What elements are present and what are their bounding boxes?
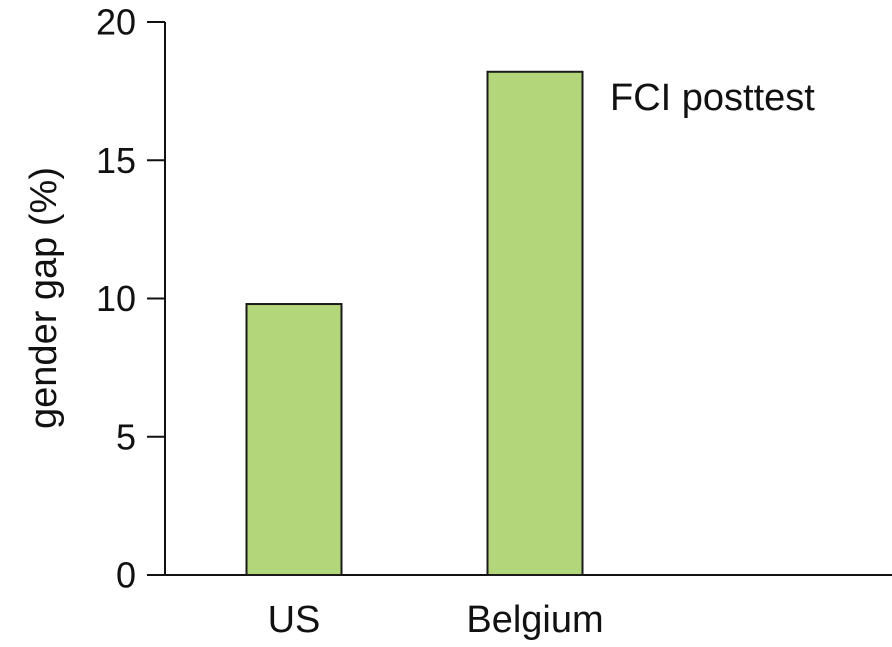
y-tick-label: 0	[116, 555, 136, 596]
bar-us	[245, 303, 343, 576]
y-ticks: 0 5 10 15 20	[96, 2, 165, 596]
y-tick-label: 10	[96, 278, 136, 319]
y-tick-label: 15	[96, 140, 136, 181]
bar-belgium	[486, 70, 584, 577]
y-tick-label: 20	[96, 2, 136, 43]
y-axis-label: gender gap (%)	[23, 167, 65, 429]
bars	[245, 70, 584, 577]
y-tick-label: 5	[116, 416, 136, 457]
x-category-label: US	[268, 599, 321, 641]
chart-annotation: FCI posttest	[610, 77, 815, 119]
x-category-labels: US Belgium	[268, 599, 604, 641]
x-category-label: Belgium	[466, 599, 603, 641]
